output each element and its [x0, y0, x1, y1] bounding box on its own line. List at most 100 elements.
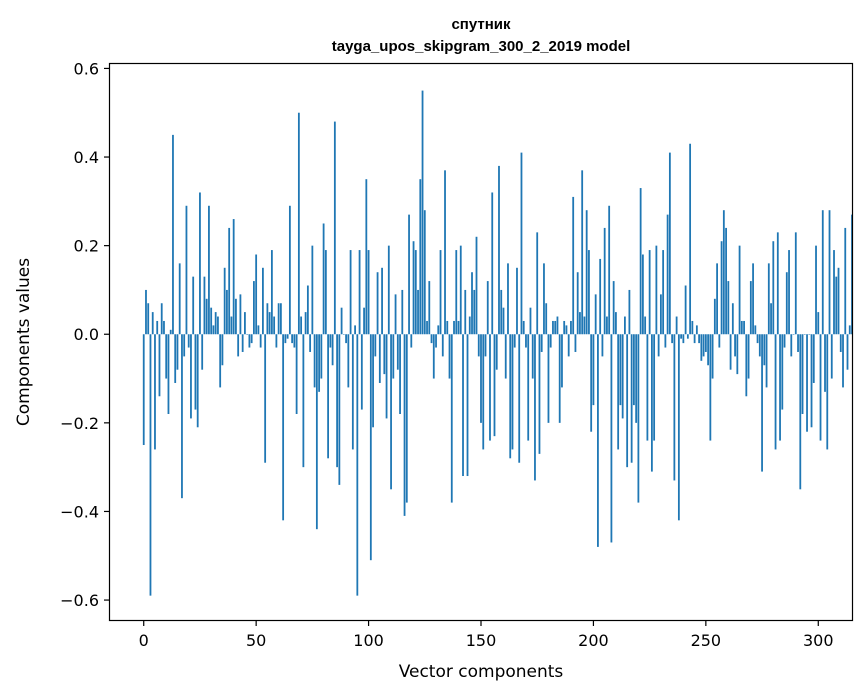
bar-3	[149, 334, 152, 596]
bar-205	[603, 227, 606, 335]
x-tick-label-6: 300	[803, 631, 834, 650]
bar-156	[493, 334, 496, 437]
bar-250	[704, 334, 707, 352]
bar-312	[844, 227, 847, 335]
bar-71	[302, 334, 305, 468]
bar-25	[199, 192, 201, 335]
bar-257	[720, 241, 723, 335]
bar-30	[210, 307, 213, 335]
y-tick-label-6: 0.6	[74, 59, 99, 78]
bar-271	[752, 263, 754, 335]
bar-154	[489, 334, 491, 441]
bar-208	[610, 334, 613, 543]
bar-262	[731, 303, 734, 335]
bar-206	[606, 316, 608, 335]
bar-215	[626, 334, 629, 468]
bar-248	[700, 334, 703, 361]
bar-107	[383, 334, 386, 375]
bar-128	[430, 334, 433, 344]
bar-1	[145, 289, 147, 335]
bar-260	[727, 281, 730, 335]
bar-201	[594, 294, 597, 335]
bar-183	[554, 320, 557, 335]
bar-277	[765, 334, 768, 388]
bar-259	[725, 227, 727, 335]
bar-289	[792, 334, 795, 335]
x-tick-label-5: 250	[691, 631, 722, 650]
bar-6	[156, 320, 159, 335]
bar-175	[536, 232, 539, 335]
bar-193	[576, 272, 579, 335]
bar-103	[374, 334, 377, 357]
bar-187	[563, 320, 566, 335]
bar-258	[722, 210, 725, 335]
bar-268	[745, 334, 748, 397]
bar-281	[774, 334, 777, 450]
bar-10	[165, 334, 168, 379]
bar-226	[650, 334, 653, 472]
x-tick-label-3: 150	[466, 631, 497, 650]
bar-166	[516, 267, 518, 335]
bar-179	[545, 303, 548, 335]
bar-91	[347, 334, 350, 388]
bar-0	[142, 334, 145, 446]
bar-146	[471, 272, 473, 335]
x-tick-label-2: 100	[353, 631, 384, 650]
bar-22	[192, 276, 195, 335]
bar-82	[327, 334, 329, 459]
bar-31	[212, 325, 215, 335]
bar-177	[540, 334, 543, 352]
bar-129	[432, 334, 435, 379]
bar-239	[680, 334, 683, 339]
bar-24	[196, 334, 199, 428]
bar-152	[484, 334, 487, 357]
bar-169	[522, 320, 525, 335]
bar-42	[237, 334, 240, 357]
bar-150	[480, 334, 482, 423]
bar-225	[648, 250, 651, 335]
bar-43	[239, 294, 242, 335]
bar-86	[336, 334, 338, 468]
bar-296	[808, 334, 811, 335]
bar-137	[450, 334, 453, 503]
bar-186	[561, 334, 563, 388]
bar-121	[414, 250, 417, 335]
bar-302	[821, 210, 824, 335]
bar-88	[340, 307, 343, 335]
bar-159	[500, 289, 503, 335]
bar-147	[473, 289, 476, 335]
bar-266	[740, 320, 743, 335]
bar-308	[835, 276, 838, 335]
bar-210	[615, 312, 617, 335]
bar-58	[273, 316, 276, 335]
bar-246	[695, 325, 698, 335]
bar-66	[291, 334, 294, 344]
bars-group	[142, 90, 853, 596]
bar-287	[788, 250, 790, 335]
bar-190	[570, 320, 572, 335]
bar-255	[716, 263, 718, 335]
bar-123	[419, 179, 422, 335]
y-tick-label-4: 0.2	[74, 237, 99, 256]
bar-95	[356, 334, 359, 596]
bar-172	[529, 307, 532, 335]
bar-9	[163, 320, 165, 335]
bar-300	[817, 312, 820, 335]
bar-222	[641, 254, 644, 335]
bar-234	[668, 152, 671, 335]
bar-134	[444, 170, 446, 335]
bar-247	[698, 334, 700, 344]
bar-38	[228, 227, 231, 335]
bar-217	[630, 334, 633, 463]
bar-84	[331, 334, 334, 366]
bar-116	[403, 334, 406, 516]
bar-283	[779, 334, 781, 441]
bar-180	[547, 334, 550, 423]
bar-119	[410, 334, 413, 348]
bar-176	[538, 334, 541, 454]
bar-153	[486, 281, 489, 335]
bar-136	[448, 334, 451, 379]
bar-241	[684, 285, 687, 335]
bar-198	[588, 250, 590, 335]
bar-273	[756, 334, 759, 344]
